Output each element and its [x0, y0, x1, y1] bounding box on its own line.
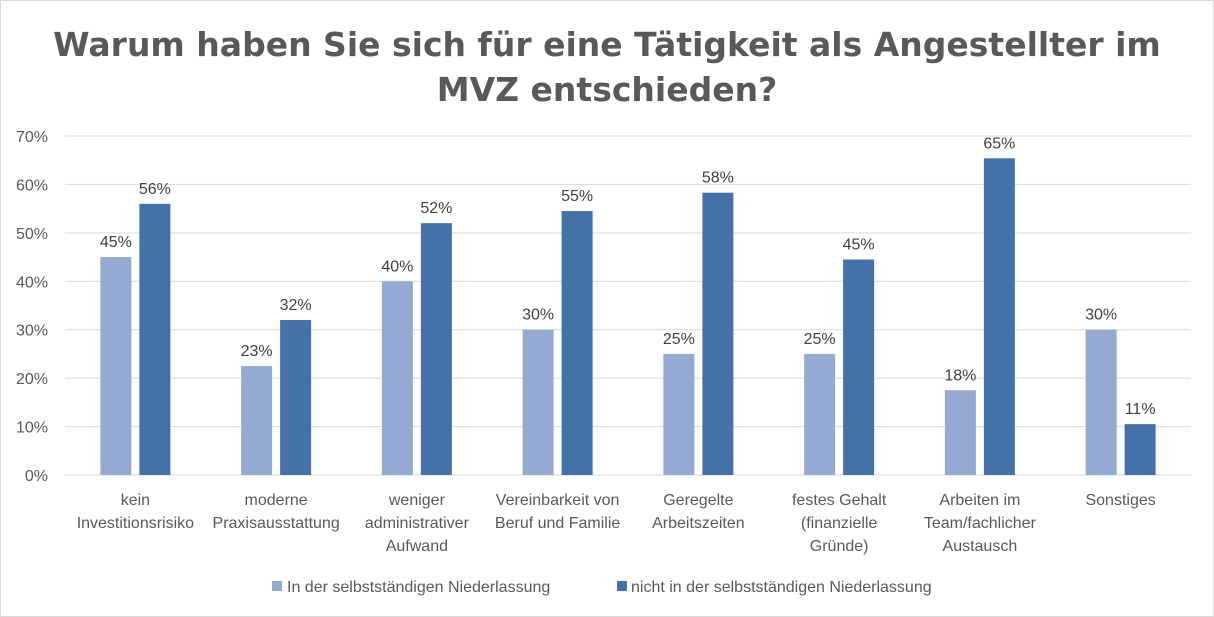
bar: [1124, 424, 1156, 475]
data-label: 40%: [381, 258, 413, 275]
data-label: 25%: [663, 331, 695, 348]
bar: [139, 203, 171, 476]
legend-swatch: [272, 581, 282, 591]
bar: [702, 192, 734, 475]
data-label: 30%: [1085, 307, 1117, 324]
data-label: 45%: [100, 234, 132, 251]
x-category-label: Sonstiges: [1085, 492, 1155, 509]
x-category-label: Austausch: [943, 538, 1018, 555]
x-category-label: Arbeitszeiten: [652, 515, 745, 532]
y-tick-label: 60%: [16, 177, 48, 194]
x-category-label: (finanzielle: [801, 515, 878, 532]
x-category-label: Team/fachlicher: [924, 515, 1037, 532]
data-label: 65%: [983, 135, 1015, 152]
y-tick-label: 10%: [16, 420, 48, 437]
bar: [804, 353, 836, 475]
y-tick-label: 20%: [16, 371, 48, 388]
data-label: 23%: [241, 343, 273, 360]
bar: [1085, 329, 1117, 475]
chart-title-line-2: MVZ entschieden?: [437, 70, 777, 109]
data-label: 11%: [1125, 401, 1156, 418]
data-label: 18%: [944, 367, 976, 384]
bar: [100, 257, 132, 475]
y-tick-label: 30%: [16, 323, 48, 340]
bar: [944, 390, 976, 475]
bar: [241, 366, 273, 475]
x-category-label: Beruf und Familie: [495, 515, 620, 532]
legend-label: nicht in der selbstständigen Niederlassu…: [631, 579, 932, 596]
bar: [561, 211, 593, 476]
data-label: 45%: [843, 236, 875, 253]
data-label: 52%: [420, 200, 452, 217]
bar: [381, 281, 413, 475]
y-tick-label: 50%: [16, 226, 48, 243]
bar: [843, 259, 875, 475]
x-category-label: Praxisausstattung: [213, 515, 340, 532]
legend-swatch: [617, 581, 627, 591]
x-category-label: moderne: [245, 492, 308, 509]
y-tick-label: 70%: [16, 129, 48, 146]
data-label: 30%: [522, 307, 554, 324]
bar: [983, 158, 1015, 475]
legend-label: In der selbstständigen Niederlassung: [287, 579, 550, 596]
y-tick-label: 40%: [16, 274, 48, 291]
x-category-label: Aufwand: [386, 538, 448, 555]
bar: [280, 320, 312, 475]
bar: [522, 329, 554, 475]
x-category-label: festes Gehalt: [792, 492, 887, 509]
x-category-label: Arbeiten im: [939, 492, 1020, 509]
y-tick-label: 0%: [25, 468, 48, 485]
data-label: 56%: [139, 181, 171, 198]
data-label: 58%: [702, 170, 734, 187]
x-category-label: Vereinbarkeit von: [496, 492, 620, 509]
data-label: 32%: [280, 297, 312, 314]
data-label: 25%: [804, 331, 836, 348]
x-category-label: administrativer: [365, 515, 470, 532]
bar: [663, 353, 695, 475]
chart-title-line-1: Warum haben Sie sich für eine Tätigkeit …: [53, 25, 1161, 64]
x-category-label: Investitionsrisiko: [77, 515, 194, 532]
x-category-label: kein: [121, 492, 150, 509]
data-label: 55%: [561, 188, 593, 205]
bar: [420, 223, 452, 475]
x-category-label: Gründe): [810, 538, 869, 555]
x-category-label: weniger: [388, 492, 446, 509]
x-category-label: Geregelte: [663, 492, 733, 509]
